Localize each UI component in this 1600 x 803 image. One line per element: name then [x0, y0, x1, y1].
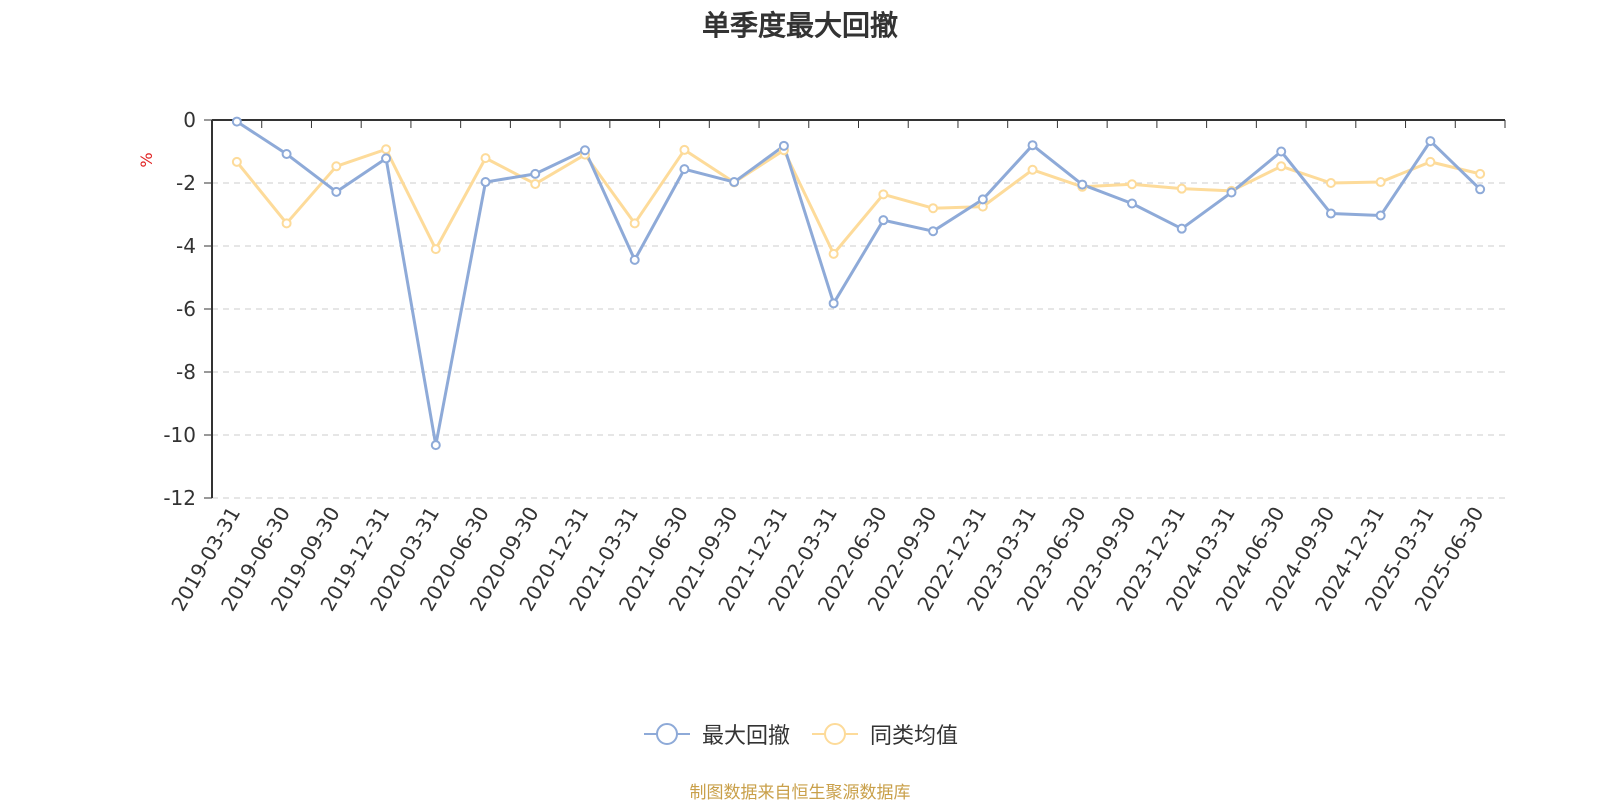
grid-layer	[212, 182, 1505, 499]
data-point	[281, 218, 292, 229]
data-point	[629, 218, 640, 229]
data-point	[381, 153, 392, 164]
data-point	[231, 156, 242, 167]
data-point	[1176, 183, 1187, 194]
data-point	[629, 254, 640, 265]
series-line-0	[236, 120, 1482, 447]
data-point	[381, 144, 392, 155]
data-point	[928, 203, 939, 214]
data-point	[1127, 198, 1138, 209]
data-point	[928, 226, 939, 237]
data-point	[430, 244, 441, 255]
data-point	[1325, 178, 1336, 188]
data-point	[1176, 223, 1187, 234]
data-point	[1325, 208, 1336, 219]
data-point	[1027, 164, 1038, 175]
data-point	[729, 177, 740, 188]
data-point	[1276, 161, 1287, 172]
data-point	[430, 440, 441, 451]
data-point	[828, 298, 839, 309]
chart-title: 单季度最大回撤	[701, 9, 898, 42]
legend-label: 最大回撤	[701, 724, 790, 749]
y-tick-label: -6	[176, 297, 196, 321]
data-point	[778, 140, 789, 151]
series-line-1	[235, 147, 1481, 256]
data-point	[1375, 177, 1386, 188]
data-point	[530, 178, 541, 189]
legend-line-circle-icon	[812, 723, 858, 745]
y-tick-label: -12	[163, 486, 196, 510]
data-point	[679, 144, 690, 155]
data-point	[878, 189, 889, 200]
data-point	[1475, 184, 1486, 195]
y-tick-label: -4	[176, 234, 196, 258]
legend-line-circle-icon	[643, 723, 690, 745]
y-tick-label: -8	[176, 360, 196, 384]
legend-label: 同类均值	[870, 724, 959, 749]
data-point	[977, 194, 988, 205]
data-point	[1127, 179, 1138, 190]
axis-layer: 0-2-4-6-8-10-122019-03-312019-06-302019-…	[163, 108, 1506, 615]
series-layer	[231, 116, 1486, 451]
y-tick-label: -10	[163, 423, 196, 447]
data-point	[1375, 210, 1386, 221]
data-point	[1226, 187, 1237, 198]
data-point	[1077, 179, 1088, 190]
data-point	[579, 145, 590, 156]
y-tick-label: -2	[176, 171, 196, 195]
data-point	[530, 168, 541, 179]
source-note: 制图数据来自恒生聚源数据库	[689, 783, 911, 803]
data-point	[1027, 140, 1038, 151]
data-point	[331, 186, 342, 197]
y-axis-unit-label: %	[137, 152, 156, 167]
data-point	[1475, 168, 1486, 179]
data-point	[679, 164, 690, 175]
legend-item-max-drawdown[interactable]: 最大回撤	[642, 718, 790, 750]
data-point	[480, 153, 491, 164]
legend-item-peer-average[interactable]: 同类均值	[810, 718, 958, 750]
data-point	[1425, 156, 1436, 167]
data-point	[231, 116, 242, 127]
legend: 最大回撤 同类均值	[0, 718, 1600, 750]
data-point	[1425, 136, 1436, 147]
data-point	[331, 161, 342, 172]
data-point	[828, 248, 839, 259]
data-point	[1276, 146, 1287, 157]
data-point	[281, 149, 292, 160]
data-point	[878, 215, 889, 226]
data-point	[480, 177, 491, 188]
y-tick-label: 0	[183, 108, 196, 132]
